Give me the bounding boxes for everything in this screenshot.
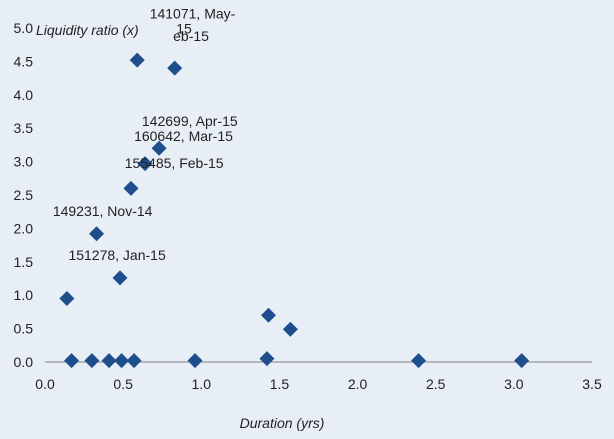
y-tick-label: 0.5	[14, 321, 34, 337]
x-tick-label: 0.0	[35, 376, 55, 392]
data-point-diamond	[126, 353, 142, 369]
x-tick-label: 3.5	[582, 376, 602, 392]
y-axis-tick-labels: 0.0 0.5 1.0 1.5 2.0 2.5 3.0 3.5 4.0 4.5 5.0	[14, 20, 34, 370]
data-point-diamond	[187, 353, 203, 369]
data-point-diamond	[260, 307, 276, 323]
data-label: 141071, May-	[150, 5, 236, 21]
x-tick-label: 2.0	[348, 376, 368, 392]
data-point-diamond	[64, 353, 80, 369]
x-tick-label: 1.5	[270, 376, 290, 392]
x-tick-label: 3.0	[504, 376, 524, 392]
data-point-diamond	[167, 60, 183, 76]
y-tick-label: 2.5	[14, 187, 34, 203]
data-point-diamond	[84, 353, 100, 369]
data-label: 151278, Jan-15	[68, 247, 166, 263]
y-tick-label: 0.0	[14, 354, 34, 370]
y-axis-title: Liquidity ratio (x)	[36, 22, 139, 38]
data-point-diamond	[259, 351, 275, 367]
x-axis-title: Duration (yrs)	[240, 415, 325, 431]
x-tick-label: 2.5	[426, 376, 446, 392]
data-point-diamond	[137, 156, 153, 172]
data-label: 155485, Feb-15	[125, 155, 224, 171]
data-label: eb-15	[173, 28, 209, 44]
y-tick-label: 3.0	[14, 154, 34, 170]
data-point-diamond	[59, 291, 75, 307]
y-tick-label: 1.5	[14, 254, 34, 270]
y-tick-label: 5.0	[14, 20, 34, 36]
y-tick-label: 4.5	[14, 53, 34, 69]
x-tick-label: 1.0	[192, 376, 212, 392]
data-label: 149231, Nov-14	[53, 203, 153, 219]
data-point-diamond	[123, 180, 139, 196]
y-tick-label: 4.0	[14, 87, 34, 103]
y-tick-label: 3.5	[14, 120, 34, 136]
x-tick-label: 0.5	[113, 376, 133, 392]
data-point-diamond	[151, 140, 167, 156]
data-label: 160642, Mar-15	[134, 128, 233, 144]
data-point-diamond	[114, 353, 130, 369]
data-point-diamond	[411, 353, 427, 369]
data-point-diamond	[101, 353, 117, 369]
data-points	[59, 52, 530, 369]
data-label: 15	[176, 21, 192, 37]
data-point-diamond	[89, 226, 105, 242]
data-point-diamond	[112, 270, 128, 286]
data-point-diamond	[514, 353, 530, 369]
data-point-diamond	[129, 52, 145, 68]
y-tick-label: 2.0	[14, 220, 34, 236]
data-label: 142699, Apr-15	[142, 113, 238, 129]
y-tick-label: 1.0	[14, 287, 34, 303]
x-axis-tick-labels: 0.0 0.5 1.0 1.5 2.0 2.5 3.0 3.5	[35, 376, 602, 392]
data-point-diamond	[282, 321, 298, 337]
